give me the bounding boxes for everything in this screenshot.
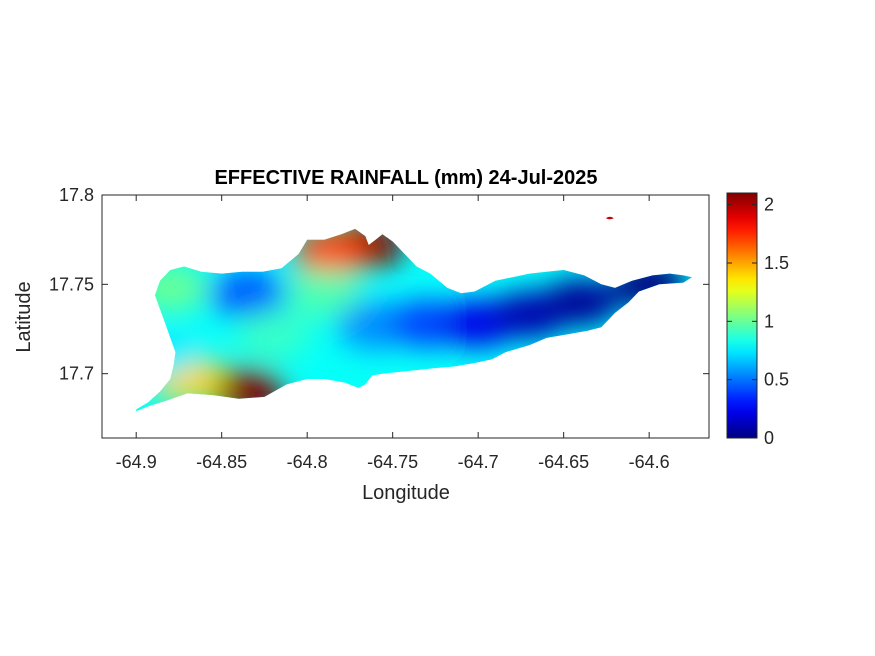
x-tick-label: -64.7 [458,452,499,472]
colorbar-tick-label: 1.5 [764,253,789,273]
rainfall-cell [542,278,619,327]
rainfall-cell [235,310,311,359]
y-tick-label: 17.7 [59,364,94,384]
x-tick-label: -64.6 [629,452,670,472]
islet-shape [605,216,614,220]
plot-frame [101,194,710,439]
colorbar [726,192,758,439]
y-tick-label: 17.75 [49,274,94,294]
y-tick-label: 17.8 [59,185,94,205]
x-tick-label: -64.75 [367,452,418,472]
x-axis-label: Longitude [362,482,450,504]
colorbar-tick-label: 2 [764,195,774,215]
rainfall-cell [209,269,286,318]
x-tick-label: -64.85 [196,452,247,472]
map-title: EFFECTIVE RAINFALL (mm) 24-Jul-2025 [214,167,597,189]
colorbar-tick-label: 0 [764,428,774,448]
rainfall-cell [293,228,370,277]
x-tick-label: -64.8 [287,452,328,472]
rainfall-cell [286,269,363,318]
colorbar-tick-label: 0.5 [764,370,789,390]
x-tick-label: -64.65 [538,452,589,472]
colorbar-tick-label: 1 [764,311,774,331]
x-axis: -64.9 -64.85 -64.8 -64.75 -64.7 -64.65 -64.6 [116,195,670,472]
y-axis: 17.7 17.75 17.8 [49,185,709,384]
colorbar-ticks: 0 0.5 1 1.5 2 [727,195,789,448]
x-tick-label: -64.9 [116,452,157,472]
y-axis-label: Latitude [13,281,35,352]
